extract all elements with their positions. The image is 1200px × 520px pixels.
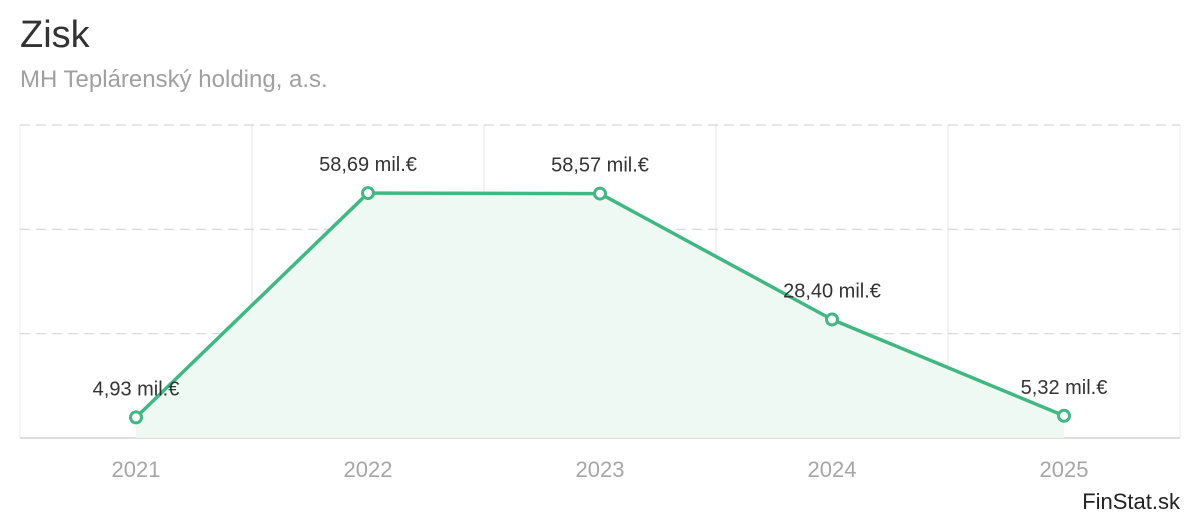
data-label: 58,57 mil.€ (551, 155, 649, 177)
data-label: 28,40 mil.€ (783, 280, 881, 302)
x-tick-label: 2025 (1040, 457, 1089, 482)
data-point[interactable] (1057, 408, 1071, 423)
data-label: 4,93 mil.€ (93, 378, 180, 400)
source-credit[interactable]: FinStat.sk (1082, 489, 1180, 514)
data-point[interactable] (593, 186, 607, 201)
series-area (136, 193, 1064, 438)
data-label: 5,32 mil.€ (1021, 377, 1108, 399)
chart-title: Zisk (20, 14, 90, 56)
x-tick-label: 2021 (112, 457, 161, 482)
data-point[interactable] (129, 410, 143, 425)
x-tick-label: 2023 (576, 457, 625, 482)
data-point[interactable] (361, 186, 375, 201)
data-label: 58,69 mil.€ (319, 154, 417, 176)
data-point[interactable] (825, 312, 839, 327)
x-tick-label: 2024 (808, 457, 857, 482)
x-tick-label: 2022 (344, 457, 393, 482)
chart-subtitle: MH Teplárenský holding, a.s. (20, 66, 328, 93)
